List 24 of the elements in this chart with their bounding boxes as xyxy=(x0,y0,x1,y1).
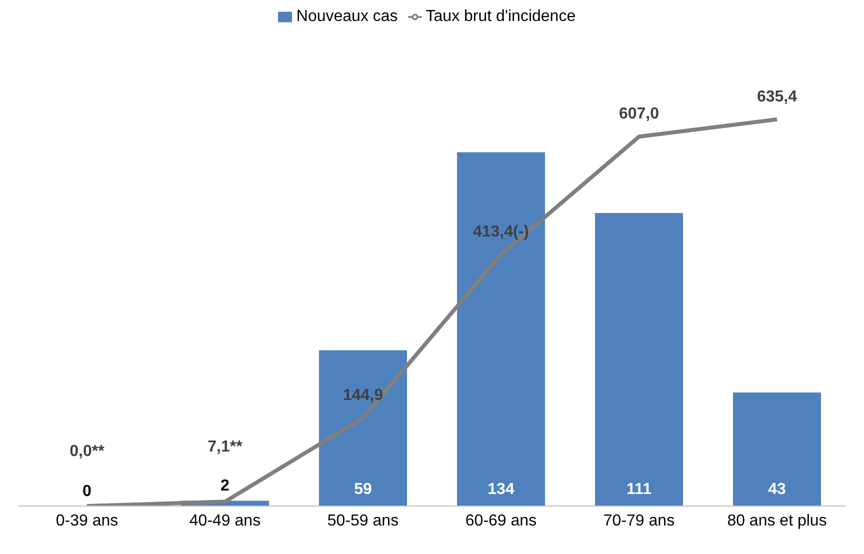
data-label: 607,0 xyxy=(618,106,660,123)
data-label: 0,0** xyxy=(70,443,106,460)
bar xyxy=(595,212,683,506)
x-tick-label: 0-39 ans xyxy=(56,512,118,530)
bar xyxy=(733,392,821,506)
data-label: 2 xyxy=(220,478,230,495)
x-tick-label: 70-79 ans xyxy=(603,512,675,530)
x-tick-label: 60-69 ans xyxy=(465,512,537,530)
x-tick-label: 80 ans et plus xyxy=(727,512,827,530)
data-label: 134 xyxy=(488,481,514,498)
x-tick-label: 50-59 ans xyxy=(327,512,399,530)
bar xyxy=(319,350,407,506)
x-tick-label: 40-49 ans xyxy=(189,512,261,530)
data-label: 59 xyxy=(354,481,372,498)
data-label: 7,1** xyxy=(208,438,244,456)
data-label: 635,4 xyxy=(756,88,798,106)
bar xyxy=(457,152,545,506)
data-label: 43 xyxy=(768,481,786,498)
data-label: 144,9 xyxy=(342,386,384,404)
legend-label: Taux brut d'incidence xyxy=(426,8,576,25)
data-label: 413,4(-) xyxy=(472,223,530,240)
data-label: 0 xyxy=(82,482,92,500)
data-label: 111 xyxy=(626,481,652,498)
legend-label: Nouveaux cas xyxy=(296,8,398,25)
